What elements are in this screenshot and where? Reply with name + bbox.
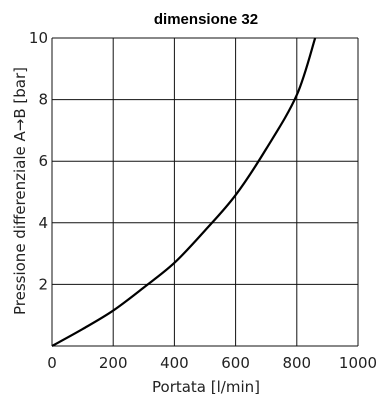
x-tick-label: 0 — [47, 354, 57, 372]
y-tick-label: 4 — [38, 214, 48, 232]
series-curve-group — [51, 37, 317, 347]
x-tick-label: 800 — [282, 354, 311, 372]
x-tick-label: 200 — [99, 354, 128, 372]
y-axis-label: Pressione differenziale A→B [bar] — [11, 67, 29, 315]
y-tick-label: 8 — [38, 91, 48, 109]
y-tick-labels: 2 4 6 8 10 — [29, 29, 48, 293]
y-tick-label: 6 — [38, 152, 48, 170]
x-tick-labels: 0 200 400 600 800 1000 — [47, 354, 377, 372]
x-tick-label: 1000 — [339, 354, 377, 372]
y-tick-label: 10 — [29, 29, 48, 47]
y-tick-label: 2 — [38, 275, 48, 293]
pressure-curve — [51, 37, 317, 347]
x-tick-label: 600 — [221, 354, 250, 372]
chart-title: dimensione 32 — [154, 11, 258, 28]
grid — [51, 37, 359, 347]
x-tick-label: 400 — [160, 354, 189, 372]
x-axis-label: Portata [l/min] — [152, 378, 260, 396]
